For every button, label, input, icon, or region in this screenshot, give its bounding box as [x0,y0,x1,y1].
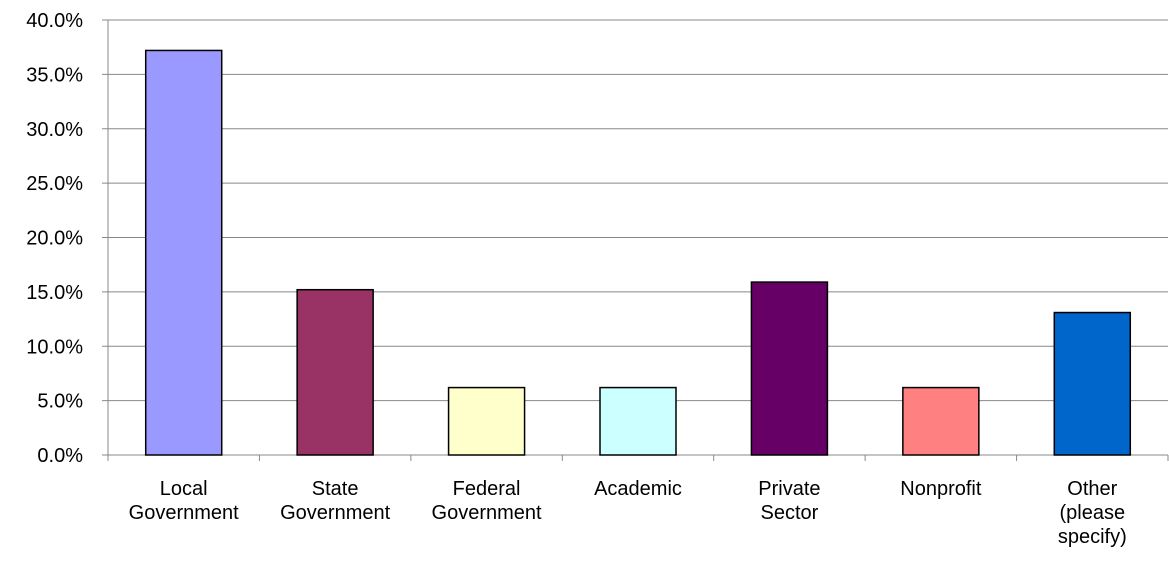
bar [599,386,677,456]
y-tick-label: 40.0% [26,10,83,32]
y-tick-label: 5.0% [37,391,83,413]
x-tick-label: Nonprofit [900,478,982,500]
x-tick-label: Federal Government [432,478,542,524]
bar [296,288,374,456]
x-tick-label: Private Sector [758,478,820,524]
x-tick-label: Academic [594,478,682,500]
y-tick-label: 0.0% [37,445,83,467]
bar [750,281,829,456]
bar [1053,311,1132,456]
y-tick-label: 35.0% [26,64,83,86]
y-tick-label: 25.0% [26,173,83,195]
x-tick-label: State Government [280,478,390,524]
y-tick-label: 30.0% [26,119,83,141]
bar [902,386,980,456]
y-tick-label: 15.0% [26,282,83,304]
y-tick-label: 10.0% [26,336,83,358]
bar [144,49,223,456]
x-tick-label: Other (please specify) [1058,478,1127,548]
bar [447,386,526,456]
y-tick-label: 20.0% [26,228,83,250]
x-tick-label: Local Government [129,478,239,524]
